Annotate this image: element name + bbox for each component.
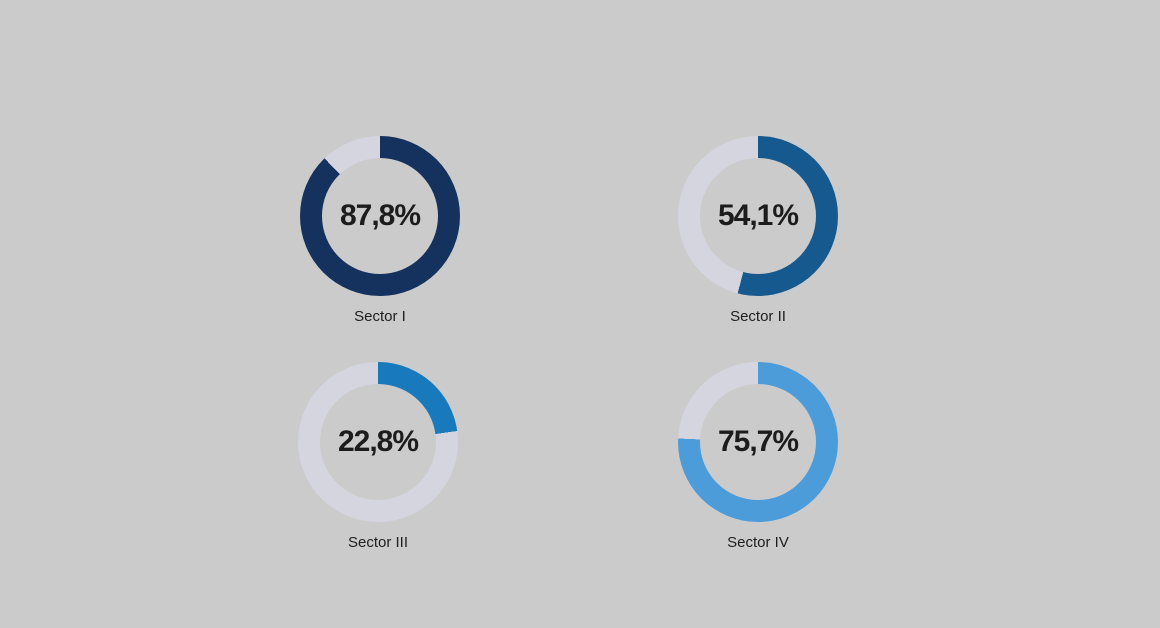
donut-hole-sector-2: 54,1%: [700, 158, 816, 274]
donut-label-sector-2: Sector II: [730, 308, 786, 325]
donut-value-sector-2: 54,1%: [717, 199, 799, 232]
donut-ring-sector-4: 75,7%: [678, 362, 838, 522]
donut-value-sector-3: 22,8%: [337, 425, 419, 458]
donut-ring-sector-3: 22,8%: [298, 362, 458, 522]
donut-value-sector-4: 75,7%: [717, 425, 799, 458]
donut-label-sector-1: Sector I: [354, 308, 406, 325]
donut-ring-sector-2: 54,1%: [678, 136, 838, 296]
donut-chart-sector-3: 22,8% Sector III: [298, 362, 458, 551]
donut-hole-sector-1: 87,8%: [322, 158, 438, 274]
donut-hole-sector-3: 22,8%: [320, 384, 436, 500]
donut-label-sector-3: Sector III: [347, 534, 409, 551]
donut-ring-sector-1: 87,8%: [300, 136, 460, 296]
donut-chart-sector-2: 54,1% Sector II: [678, 136, 838, 325]
donut-hole-sector-4: 75,7%: [700, 384, 816, 500]
donut-chart-sector-4: 75,7% Sector IV: [678, 362, 838, 551]
donut-chart-sector-1: 87,8% Sector I: [300, 136, 460, 325]
donut-value-sector-1: 87,8%: [339, 199, 421, 232]
donut-label-sector-4: Sector IV: [727, 534, 789, 551]
